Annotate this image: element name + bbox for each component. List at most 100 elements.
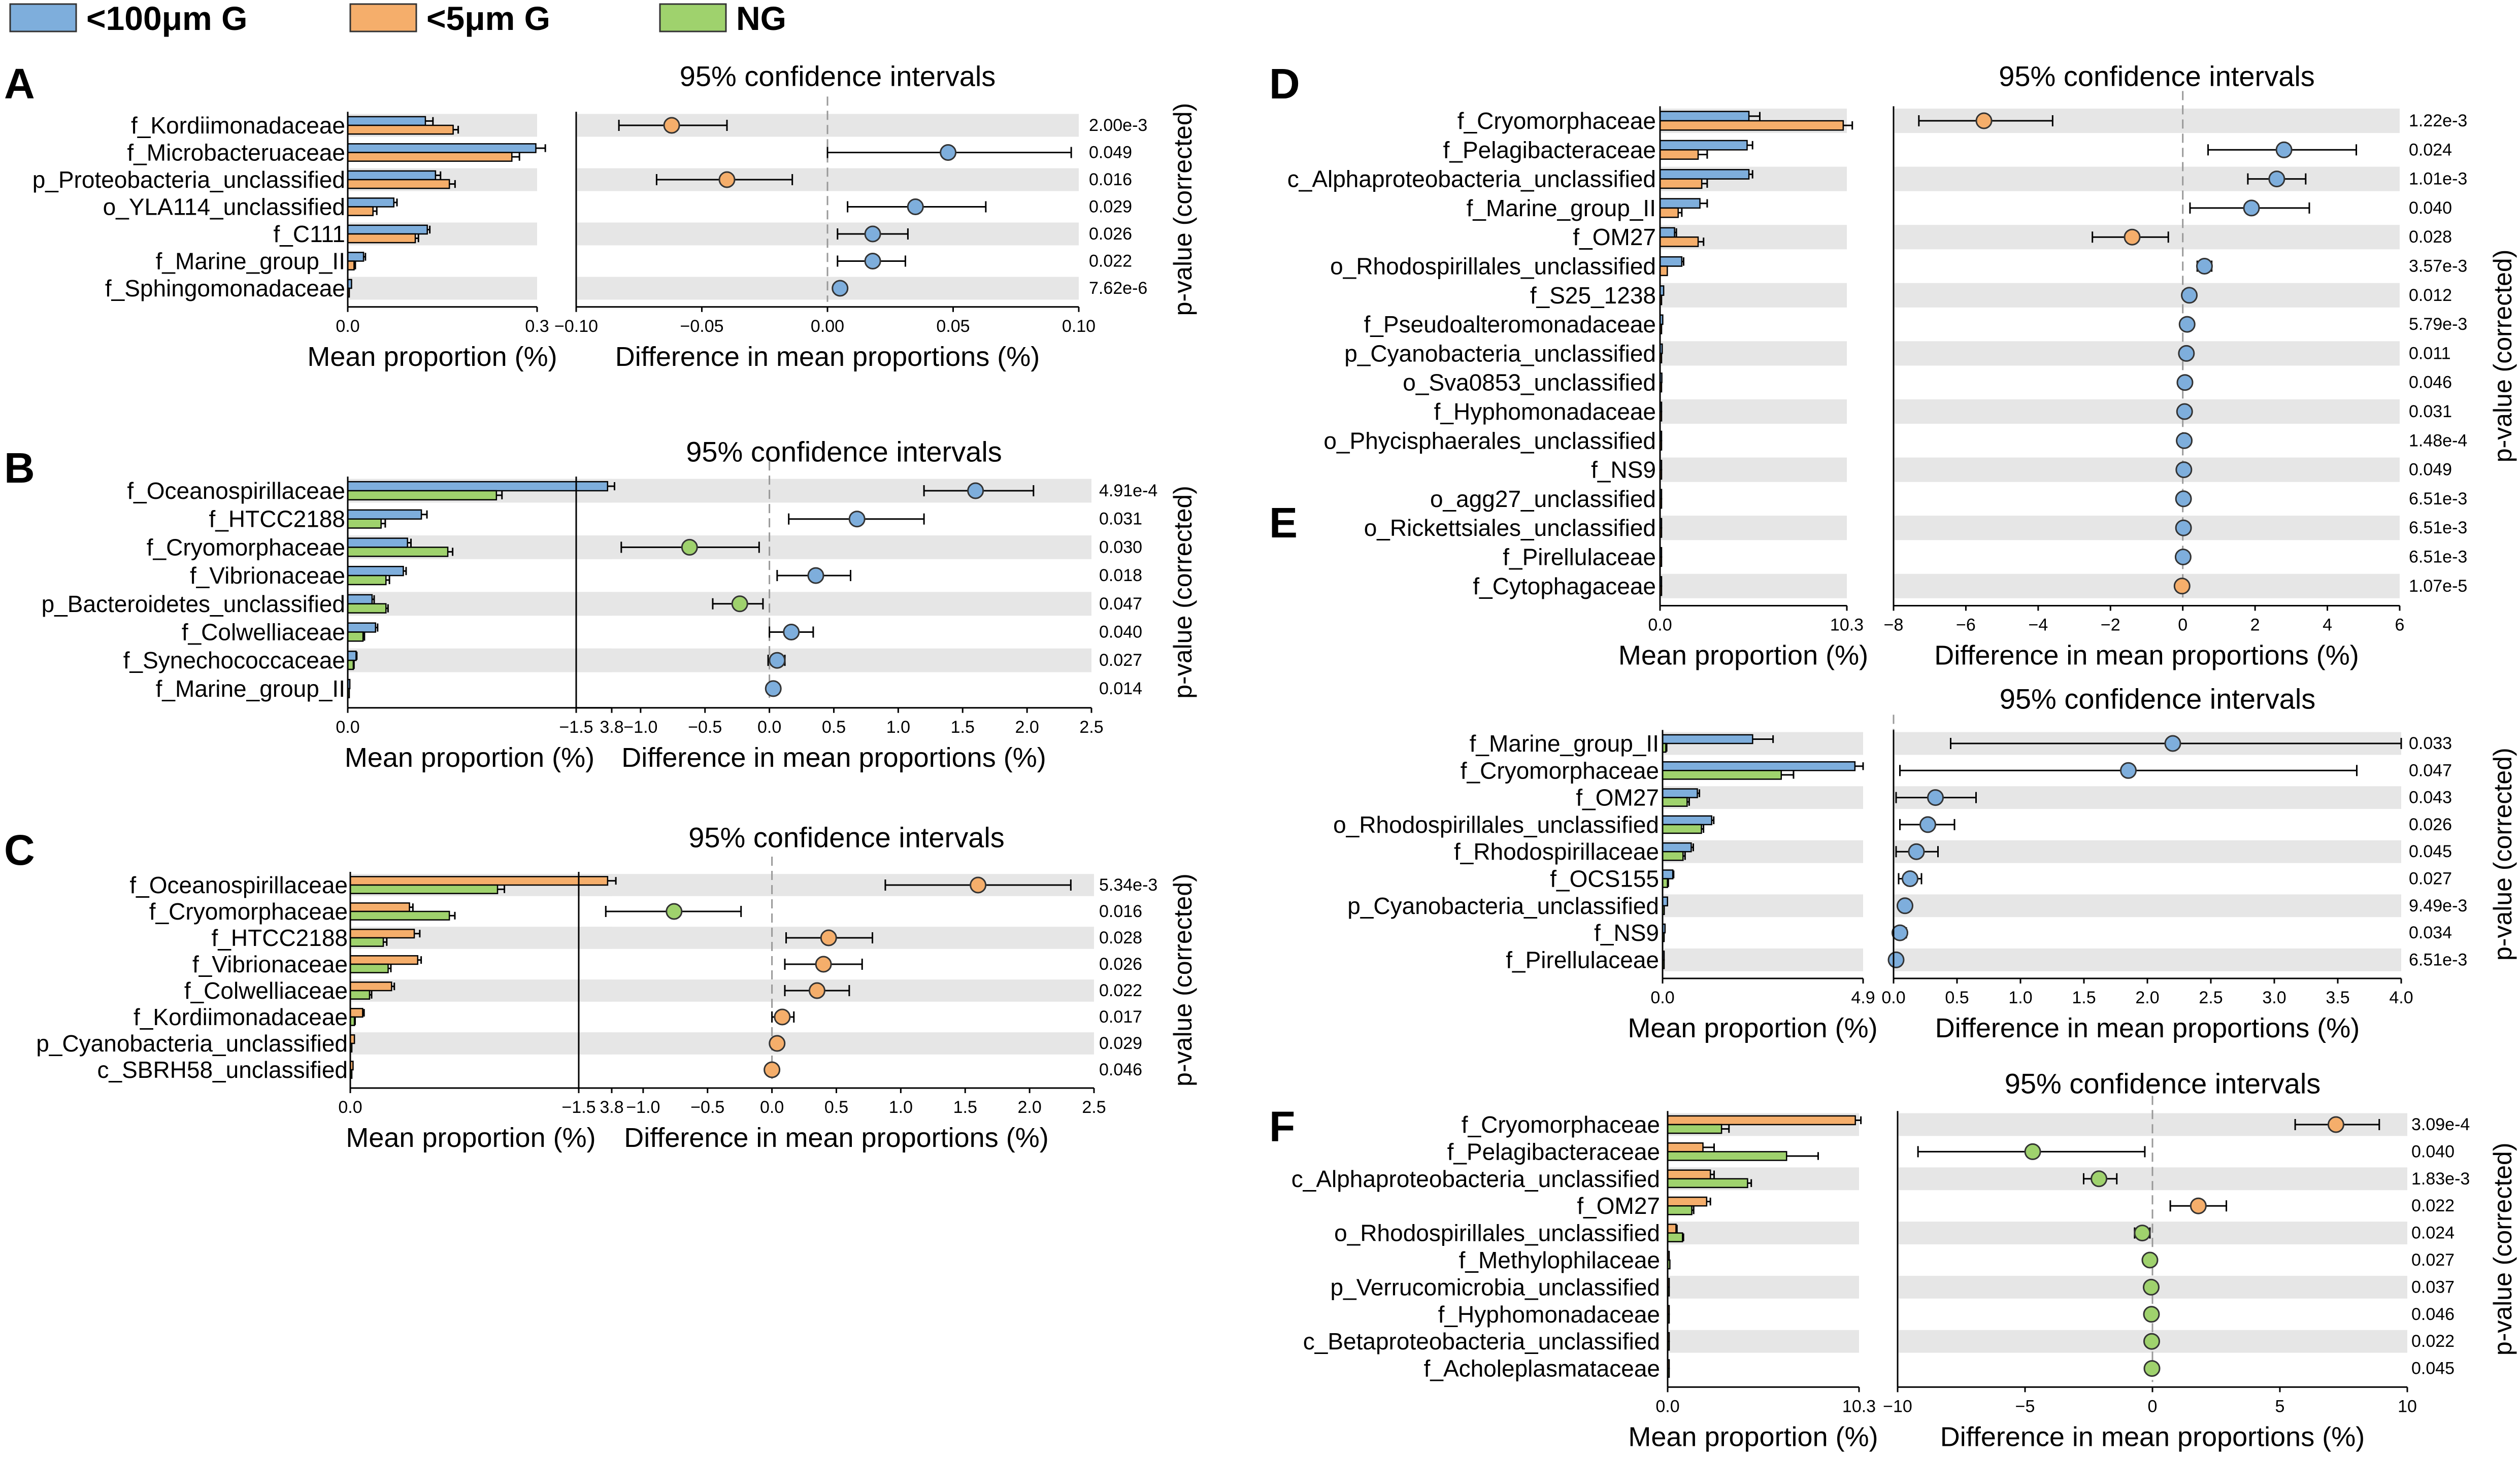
diff-tick-label: 0.5: [1945, 988, 1969, 1007]
legend-item: <5μm G: [349, 0, 550, 37]
diff-plot: 1.22e-3 0.024 1.01e-3 0.040 0.028 3.57e-3 0.01…: [1884, 91, 2467, 670]
mean-bar: [1659, 256, 1683, 267]
diff-tick-label: 0.0: [1881, 988, 1905, 1007]
row-band: [1664, 840, 1863, 863]
taxon-label: o_agg27_unclassified: [1430, 486, 1656, 512]
mean-bar: [1667, 1232, 1683, 1242]
diff-tick-label: 4: [2323, 615, 2332, 634]
mean-bar: [347, 179, 450, 189]
taxon-label: f_C111: [273, 221, 345, 247]
row-bands: [1661, 108, 2400, 598]
bar-xlabel: Mean proportion (%): [307, 342, 557, 372]
taxon-label: f_Hyphomonadaceae: [1434, 398, 1656, 425]
taxon-label: f_Hyphomonadaceae: [1438, 1301, 1660, 1328]
bar-tick-label: 10.3: [1830, 615, 1864, 634]
p-value: 1.48e-4: [2409, 431, 2467, 450]
diff-point: [2120, 762, 2137, 779]
diff-point: [2181, 287, 2198, 304]
taxon-label: c_Betaproteobacteria_unclassified: [1303, 1328, 1660, 1354]
p-value: 0.043: [2409, 788, 2452, 807]
mean-bar: [1662, 869, 1674, 879]
taxon-label: p_Cyanobacteria_unclassified: [1347, 893, 1659, 919]
p-value: 0.012: [2409, 286, 2452, 305]
p-value: 0.017: [1099, 1007, 1142, 1027]
mean-bar: [1659, 178, 1703, 189]
diff-tick-label: 2.0: [2135, 988, 2159, 1007]
diff-point: [2124, 228, 2141, 246]
taxon-label: f_Oceanospirillaceae: [129, 872, 348, 898]
mean-bar: [1659, 149, 1699, 160]
diff-xlabel: Difference in mean proportions (%): [615, 342, 1040, 372]
row-band: [351, 1032, 612, 1055]
diff-tick-label: 1.5: [953, 1098, 977, 1117]
mean-bar: [349, 955, 419, 965]
panel-b: B 95% confidence intervals f_Oceanospirill…: [4, 436, 1197, 773]
row-band: [1895, 457, 2400, 482]
mean-bar: [347, 631, 364, 642]
diff-point: [2176, 374, 2194, 391]
diff-tick-label: 2.0: [1017, 1098, 1041, 1117]
diff-tick-label: 0.10: [1062, 317, 1096, 336]
ci-title: 95% confidence intervals: [2000, 683, 2316, 715]
taxon-label: f_S25_1238: [1530, 282, 1656, 309]
legend-label: NG: [736, 0, 786, 37]
legend-label: <5μm G: [426, 0, 550, 37]
p-value: 0.045: [2409, 842, 2452, 861]
p-value: 0.045: [2411, 1359, 2455, 1378]
taxon-label: c_Alphaproteobacteria_unclassified: [1287, 166, 1656, 192]
p-value: 4.91e-4: [1099, 481, 1157, 500]
row-band: [1661, 516, 1847, 540]
row-band: [1895, 948, 2401, 971]
mean-bar: [347, 509, 422, 520]
diff-tick-label: 1.0: [886, 718, 910, 737]
mean-bar: [349, 963, 389, 973]
row-band: [349, 648, 612, 672]
bar-tick-label: 3.8: [600, 718, 623, 737]
taxon-label: f_Pelagibacteraceae: [1443, 137, 1656, 163]
diff-point: [2143, 1333, 2160, 1350]
diff-point: [940, 144, 957, 161]
diff-point: [2175, 519, 2192, 536]
taxon-label: f_Cryomorphaceae: [1462, 1111, 1660, 1138]
diff-tick-label: 4.0: [2389, 988, 2413, 1007]
row-band: [1669, 1330, 1859, 1353]
diff-point: [2176, 432, 2193, 449]
diff-tick-label: −1.0: [623, 718, 657, 737]
mean-bar: [347, 622, 376, 633]
diff-point: [864, 225, 881, 243]
bar-tick-label: 10.3: [1842, 1397, 1876, 1416]
diff-tick-label: 0.0: [760, 1098, 784, 1117]
diff-tick-label: 0.05: [936, 317, 970, 336]
diff-point: [765, 680, 782, 697]
p-value: 0.040: [1099, 623, 1142, 642]
taxon-label: o_Rhodospirillales_unclassified: [1334, 1220, 1660, 1246]
p-value: 0.026: [2409, 815, 2452, 834]
row-band: [1661, 573, 1847, 598]
diff-tick-label: 1.0: [889, 1098, 913, 1117]
row-band: [349, 277, 537, 300]
diff-point: [1908, 843, 1925, 860]
bar-tick-label: 3.8: [600, 1098, 623, 1117]
taxon-label: p_Cyanobacteria_unclassified: [1344, 340, 1656, 366]
mean-bar: [347, 260, 355, 270]
mean-bar: [1659, 265, 1668, 277]
p-value: 6.51e-3: [2409, 548, 2467, 567]
p-value: 0.031: [1099, 510, 1142, 529]
p-value: 0.040: [2411, 1142, 2455, 1161]
mean-bar: [349, 937, 384, 947]
diff-point: [1887, 951, 1905, 968]
p-value: 3.57e-3: [2409, 257, 2467, 276]
mean-bar: [347, 659, 354, 670]
bar-tick-label: 0.0: [1655, 1397, 1679, 1416]
bar-xlabel: Mean proportion (%): [1628, 1421, 1878, 1452]
p-value: 0.027: [2409, 869, 2452, 889]
mean-bar: [347, 603, 387, 614]
panel-a: A 95% confidence intervals f_Kordiimonadac…: [4, 60, 1197, 372]
taxon-label: f_Colwelliaceae: [182, 619, 345, 646]
diff-point: [2175, 490, 2192, 507]
mean-bar: [349, 929, 415, 939]
diff-tick-label: −1.0: [626, 1098, 660, 1117]
p-value: 1.22e-3: [2409, 111, 2467, 130]
mean-bar: [349, 876, 609, 886]
diff-point: [666, 903, 683, 920]
